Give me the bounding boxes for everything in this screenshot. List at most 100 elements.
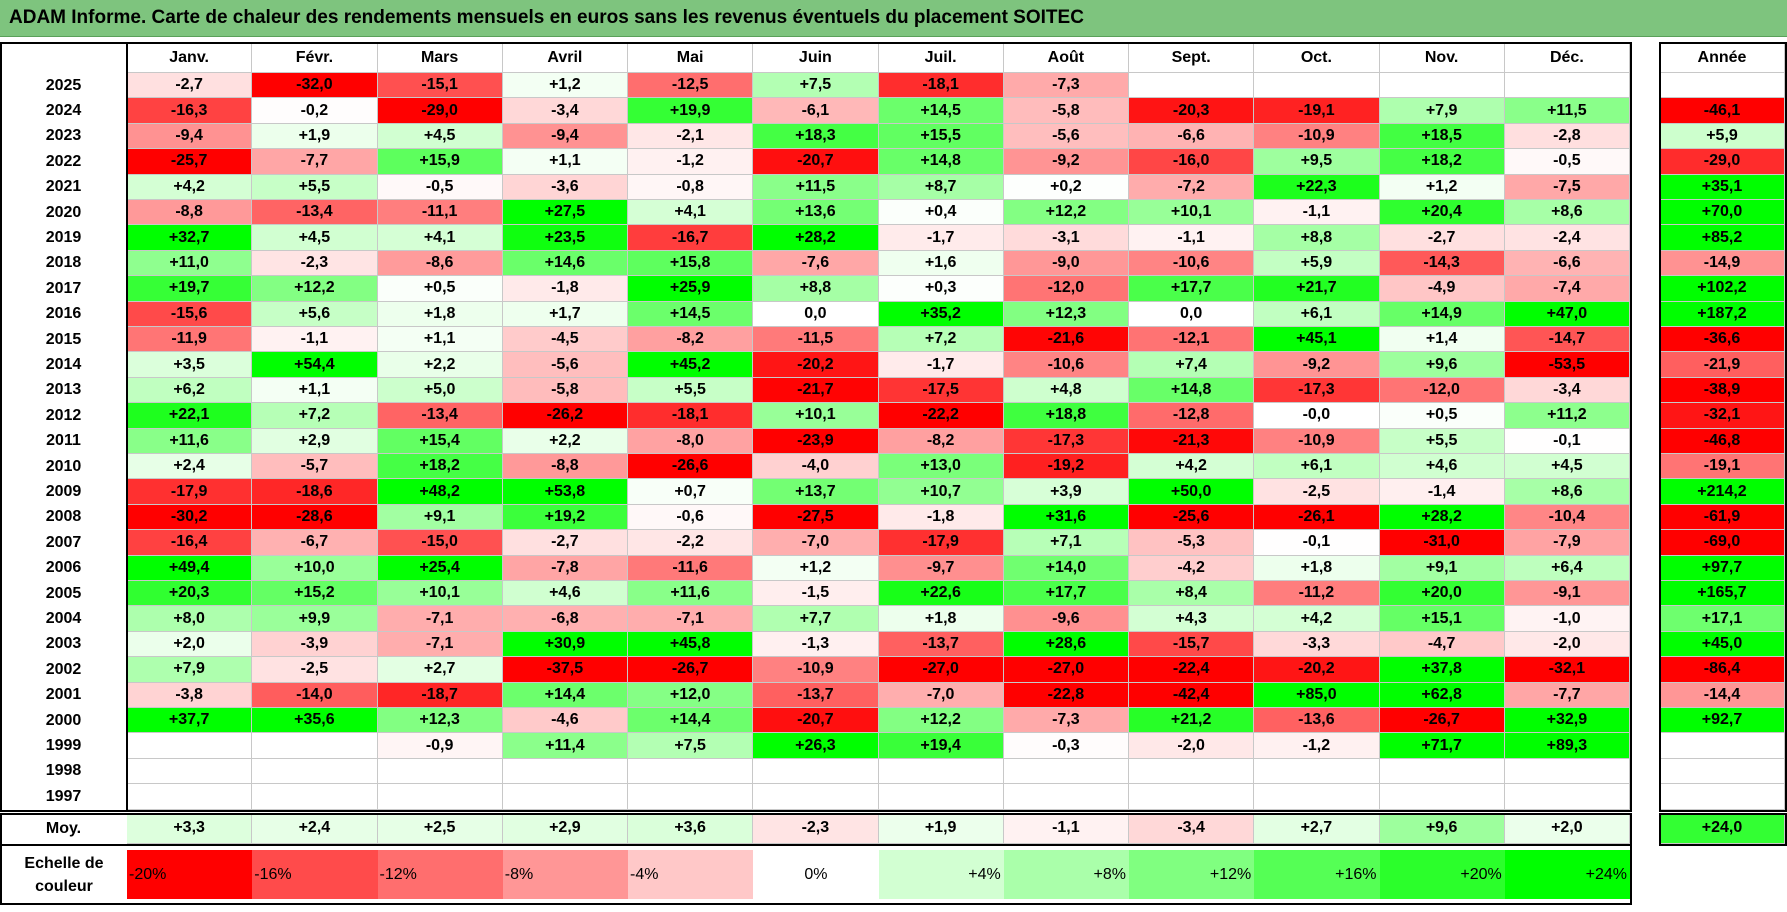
annual-cell: -38,9 <box>1660 377 1785 404</box>
heatmap-cell: -22,4 <box>1129 657 1255 683</box>
annual-cell <box>1660 733 1785 759</box>
row-label: 2009 <box>45 483 82 501</box>
color-scale-swatch: +16% <box>1254 850 1380 899</box>
heatmap-cell: -4,7 <box>1379 631 1505 658</box>
average-cell: +2,5 <box>377 813 503 844</box>
heatmap-cell: -1,2 <box>628 149 754 175</box>
annual-cell: +102,2 <box>1660 276 1785 302</box>
row-label: 2021 <box>45 178 82 196</box>
heatmap-cell: -7,0 <box>878 682 1004 708</box>
heatmap-cell: +4,5 <box>252 225 378 251</box>
heatmap-cell: -1,2 <box>1254 733 1380 759</box>
heatmap-cell: +1,2 <box>502 73 628 99</box>
heatmap-cell: +54,4 <box>252 352 378 378</box>
heatmap-cell: 0,0 <box>753 301 879 327</box>
heatmap-cell: +9,1 <box>377 504 503 531</box>
row-label: 2001 <box>45 686 82 704</box>
heatmap-cell: -18,6 <box>252 479 378 505</box>
heatmap-cell: +8,7 <box>878 174 1004 200</box>
heatmap-cell: -10,9 <box>1254 428 1380 454</box>
heatmap-cell: -2,3 <box>252 250 378 277</box>
row-label: 2000 <box>45 711 82 729</box>
month-header: Juil. <box>878 43 1004 73</box>
heatmap-cell: -8,8 <box>127 200 253 226</box>
average-cell: +3,6 <box>628 813 754 844</box>
annual-cell: -46,8 <box>1660 428 1785 454</box>
color-scale-swatch: +8% <box>1003 850 1129 899</box>
row-label: 2008 <box>45 508 82 526</box>
color-scale-swatch: -16% <box>252 850 378 899</box>
heatmap-cell: +6,4 <box>1504 555 1630 581</box>
heatmap-cell <box>1003 758 1129 785</box>
heatmap-cell: +14,9 <box>1379 301 1505 327</box>
heatmap-cell: -3,9 <box>252 631 378 658</box>
heatmap-cell: -7,7 <box>1504 682 1630 708</box>
heatmap-cell: +14,8 <box>878 149 1004 175</box>
row-label: 2007 <box>45 533 82 551</box>
color-scale-swatch: -4% <box>628 850 754 899</box>
heatmap-cell: -2,7 <box>502 530 628 556</box>
heatmap-cell: -1,7 <box>878 352 1004 378</box>
heatmap-cell: -17,3 <box>1254 377 1380 404</box>
heatmap-cell: +10,0 <box>252 555 378 581</box>
heatmap-cell: +19,9 <box>628 98 754 124</box>
row-label: 2012 <box>45 406 82 424</box>
heatmap-cell: +1,6 <box>878 250 1004 277</box>
heatmap-cell: -14,7 <box>1504 327 1630 353</box>
heatmap-cell: -30,2 <box>127 504 253 531</box>
heatmap-cell: -10,9 <box>753 657 879 683</box>
heatmap-cell: -2,8 <box>1504 123 1630 150</box>
color-scale-swatch: -12% <box>377 850 503 899</box>
heatmap-cell: -26,1 <box>1254 504 1380 531</box>
heatmap-cell <box>1379 758 1505 785</box>
heatmap-cell: +5,5 <box>252 174 378 200</box>
heatmap-cell: +19,4 <box>878 733 1004 759</box>
heatmap-cell: +85,0 <box>1254 682 1380 708</box>
heatmap-cell: -19,2 <box>1003 454 1129 480</box>
heatmap-cell: -2,7 <box>127 73 253 99</box>
row-label: 2023 <box>45 127 82 145</box>
heatmap-cell: -1,1 <box>1129 225 1255 251</box>
heatmap-cell: -7,1 <box>377 606 503 632</box>
annual-cell: +45,0 <box>1660 631 1785 658</box>
heatmap-cell: +4,6 <box>1379 454 1505 480</box>
annual-cell: -61,9 <box>1660 504 1785 531</box>
heatmap-cell: +31,6 <box>1003 504 1129 531</box>
heatmap-cell: +8,8 <box>1254 225 1380 251</box>
average-cell: +2,4 <box>252 813 378 844</box>
heatmap-cell: -7,9 <box>1504 530 1630 556</box>
annual-cell: +92,7 <box>1660 708 1785 734</box>
heatmap-cell: +0,7 <box>628 479 754 505</box>
month-header: Avril <box>502 43 628 73</box>
annual-cell: -14,9 <box>1660 250 1785 277</box>
heatmap-cell: -7,7 <box>252 149 378 175</box>
month-header: Oct. <box>1254 43 1380 73</box>
heatmap-cell: +10,1 <box>1129 200 1255 226</box>
annual-cell: -69,0 <box>1660 530 1785 556</box>
heatmap-cell: +7,7 <box>753 606 879 632</box>
heatmap-cell: -14,3 <box>1379 250 1505 277</box>
heatmap-cell <box>1504 73 1630 99</box>
heatmap-cell: -0,1 <box>1504 428 1630 454</box>
annual-cell: -14,4 <box>1660 682 1785 708</box>
heatmap-cell: -4,0 <box>753 454 879 480</box>
heatmap-cell: -2,7 <box>1379 225 1505 251</box>
heatmap-cell: -5,8 <box>1003 98 1129 124</box>
heatmap-cell: -20,3 <box>1129 98 1255 124</box>
heatmap-cell: -7,5 <box>1504 174 1630 200</box>
heatmap-cell: -25,7 <box>127 149 253 175</box>
heatmap-cell: -0,5 <box>1504 149 1630 175</box>
heatmap-cell: -5,6 <box>502 352 628 378</box>
heatmap-cell: -37,5 <box>502 657 628 683</box>
row-label: 1999 <box>45 737 82 755</box>
heatmap-cell <box>1254 758 1380 785</box>
heatmap-cell: +32,7 <box>127 225 253 251</box>
row-label: 2025 <box>45 76 82 94</box>
heatmap-cell: +8,8 <box>753 276 879 302</box>
heatmap-cell: -2,4 <box>1504 225 1630 251</box>
heatmap-cell: -17,3 <box>1003 428 1129 454</box>
heatmap-cell: -1,1 <box>1254 200 1380 226</box>
heatmap-cell: +7,4 <box>1129 352 1255 378</box>
heatmap-cell: -7,2 <box>1129 174 1255 200</box>
heatmap-cell: -7,6 <box>753 250 879 277</box>
